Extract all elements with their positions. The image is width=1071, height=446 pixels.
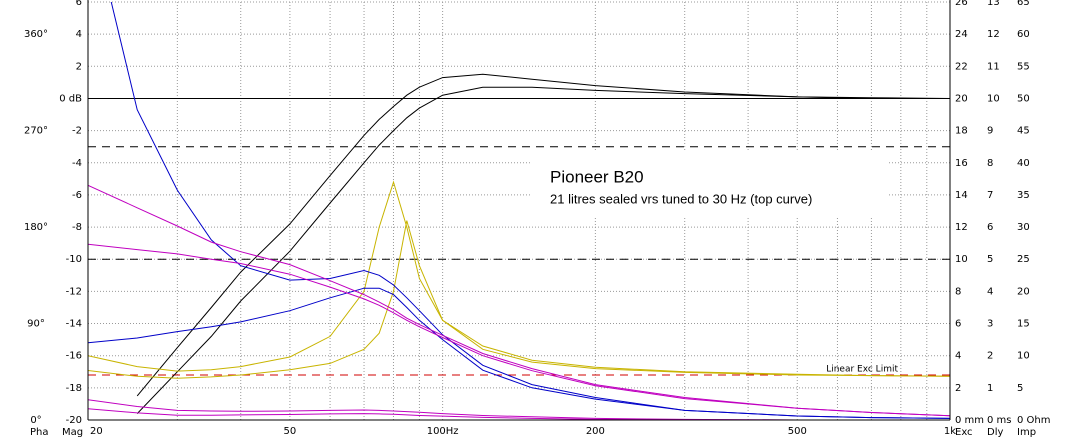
- y4-tick-label: 45: [1017, 126, 1030, 137]
- y4-tick-label: 50: [1017, 93, 1030, 104]
- y2-tick-label: 26: [955, 0, 968, 8]
- curves: [88, 2, 950, 420]
- y-tick-label: -14: [66, 319, 82, 330]
- y2-tick-label: 22: [955, 61, 968, 72]
- y3-tick-label: 2: [987, 351, 993, 362]
- x-tick-label: 100Hz: [427, 426, 459, 437]
- annotation-title: Pioneer B20: [550, 167, 644, 186]
- y4-tick-label: 25: [1017, 254, 1030, 265]
- limit-label: Linear Exc Limit: [826, 364, 898, 374]
- y2-tick-label: 0 mm: [955, 415, 984, 426]
- curve: [88, 287, 950, 419]
- x-tick-label: 50: [284, 426, 297, 437]
- y2-tick-label: 10: [955, 254, 968, 265]
- annotation-box: [532, 152, 888, 216]
- reference-lines: [88, 97, 950, 376]
- y-tick-label: -16: [66, 351, 82, 362]
- y2-tick-label: 20: [955, 93, 968, 104]
- y4-tick-label: 5: [1017, 383, 1023, 394]
- y2-tick-label: 14: [955, 190, 968, 201]
- y3-tick-label: 3: [987, 319, 993, 330]
- y3-tick-label: 9: [987, 126, 993, 137]
- phase-tick-label: 180°: [24, 222, 48, 233]
- y-tick-label: 6: [76, 0, 82, 8]
- y4-tick-label: 60: [1017, 29, 1030, 40]
- y3-tick-label: 6: [987, 222, 993, 233]
- y2-tick-label: 8: [955, 286, 961, 297]
- y-tick-label: -2: [72, 126, 82, 137]
- axis-name: Mag: [62, 427, 83, 438]
- y2-tick-label: 24: [955, 29, 968, 40]
- y2-tick-label: 6: [955, 319, 961, 330]
- y3-tick-label: 0 ms: [987, 415, 1012, 426]
- y4-tick-label: 55: [1017, 61, 1030, 72]
- y-tick-label: 4: [76, 29, 82, 40]
- y2-tick-label: 16: [955, 158, 968, 169]
- y3-tick-label: 12: [987, 29, 1000, 40]
- y3-tick-label: 11: [987, 61, 1000, 72]
- y3-tick-label: 10: [987, 93, 1000, 104]
- curve: [136, 73, 950, 397]
- y-tick-label: 2: [76, 61, 82, 72]
- y4-tick-label: 30: [1017, 222, 1030, 233]
- phase-tick-label: 270°: [24, 126, 48, 137]
- y3-tick-label: 13: [987, 0, 1000, 8]
- y4-tick-label: 65: [1017, 0, 1030, 8]
- annotation-text: 21 litres sealed vrs tuned to 30 Hz (top…: [550, 191, 812, 206]
- y4-tick-label: 35: [1017, 190, 1030, 201]
- axis-name: Dly: [987, 427, 1003, 438]
- y3-tick-label: 5: [987, 254, 993, 265]
- curve: [88, 184, 950, 417]
- y-tick-label: -4: [72, 158, 82, 169]
- y-tick-label: -10: [66, 254, 82, 265]
- y4-tick-label: 0 Ohm: [1017, 415, 1051, 426]
- labels: -20-18-16-14-12-10-8-6-4-20 dB2460°90°18…: [24, 0, 1051, 438]
- y2-tick-label: 12: [955, 222, 968, 233]
- curve: [88, 180, 950, 377]
- axis-name: Exc: [955, 427, 973, 438]
- x-tick-label: 20: [90, 426, 103, 437]
- y2-tick-label: 18: [955, 126, 968, 137]
- y-tick-label: -12: [66, 286, 82, 297]
- y2-tick-label: 4: [955, 351, 961, 362]
- y3-tick-label: 7: [987, 190, 993, 201]
- y-tick-label: -8: [72, 222, 82, 233]
- y-tick-label: -6: [72, 190, 82, 201]
- phase-tick-label: 360°: [24, 29, 48, 40]
- x-tick-label: 200: [586, 426, 605, 437]
- y-tick-label: 0 dB: [59, 93, 82, 104]
- phase-tick-label: 0°: [30, 415, 41, 426]
- y4-tick-label: 10: [1017, 351, 1030, 362]
- phase-tick-label: 90°: [27, 319, 45, 330]
- y2-tick-label: 2: [955, 383, 961, 394]
- y3-tick-label: 8: [987, 158, 993, 169]
- axis-name: Imp: [1017, 427, 1036, 438]
- y3-tick-label: 1: [987, 383, 993, 394]
- y3-tick-label: 4: [987, 286, 993, 297]
- y4-tick-label: 20: [1017, 286, 1030, 297]
- x-tick-label: 500: [788, 426, 807, 437]
- curve: [88, 220, 950, 379]
- y4-tick-label: 40: [1017, 158, 1030, 169]
- axis-name: Pha: [30, 427, 49, 438]
- curve: [88, 243, 950, 417]
- y4-tick-label: 15: [1017, 319, 1030, 330]
- x-tick-label: 1k: [944, 426, 956, 437]
- y-tick-label: -18: [66, 383, 82, 394]
- grid: [87, 1, 951, 421]
- curve: [136, 86, 950, 414]
- curve: [88, 408, 950, 420]
- y-tick-label: -20: [66, 415, 82, 426]
